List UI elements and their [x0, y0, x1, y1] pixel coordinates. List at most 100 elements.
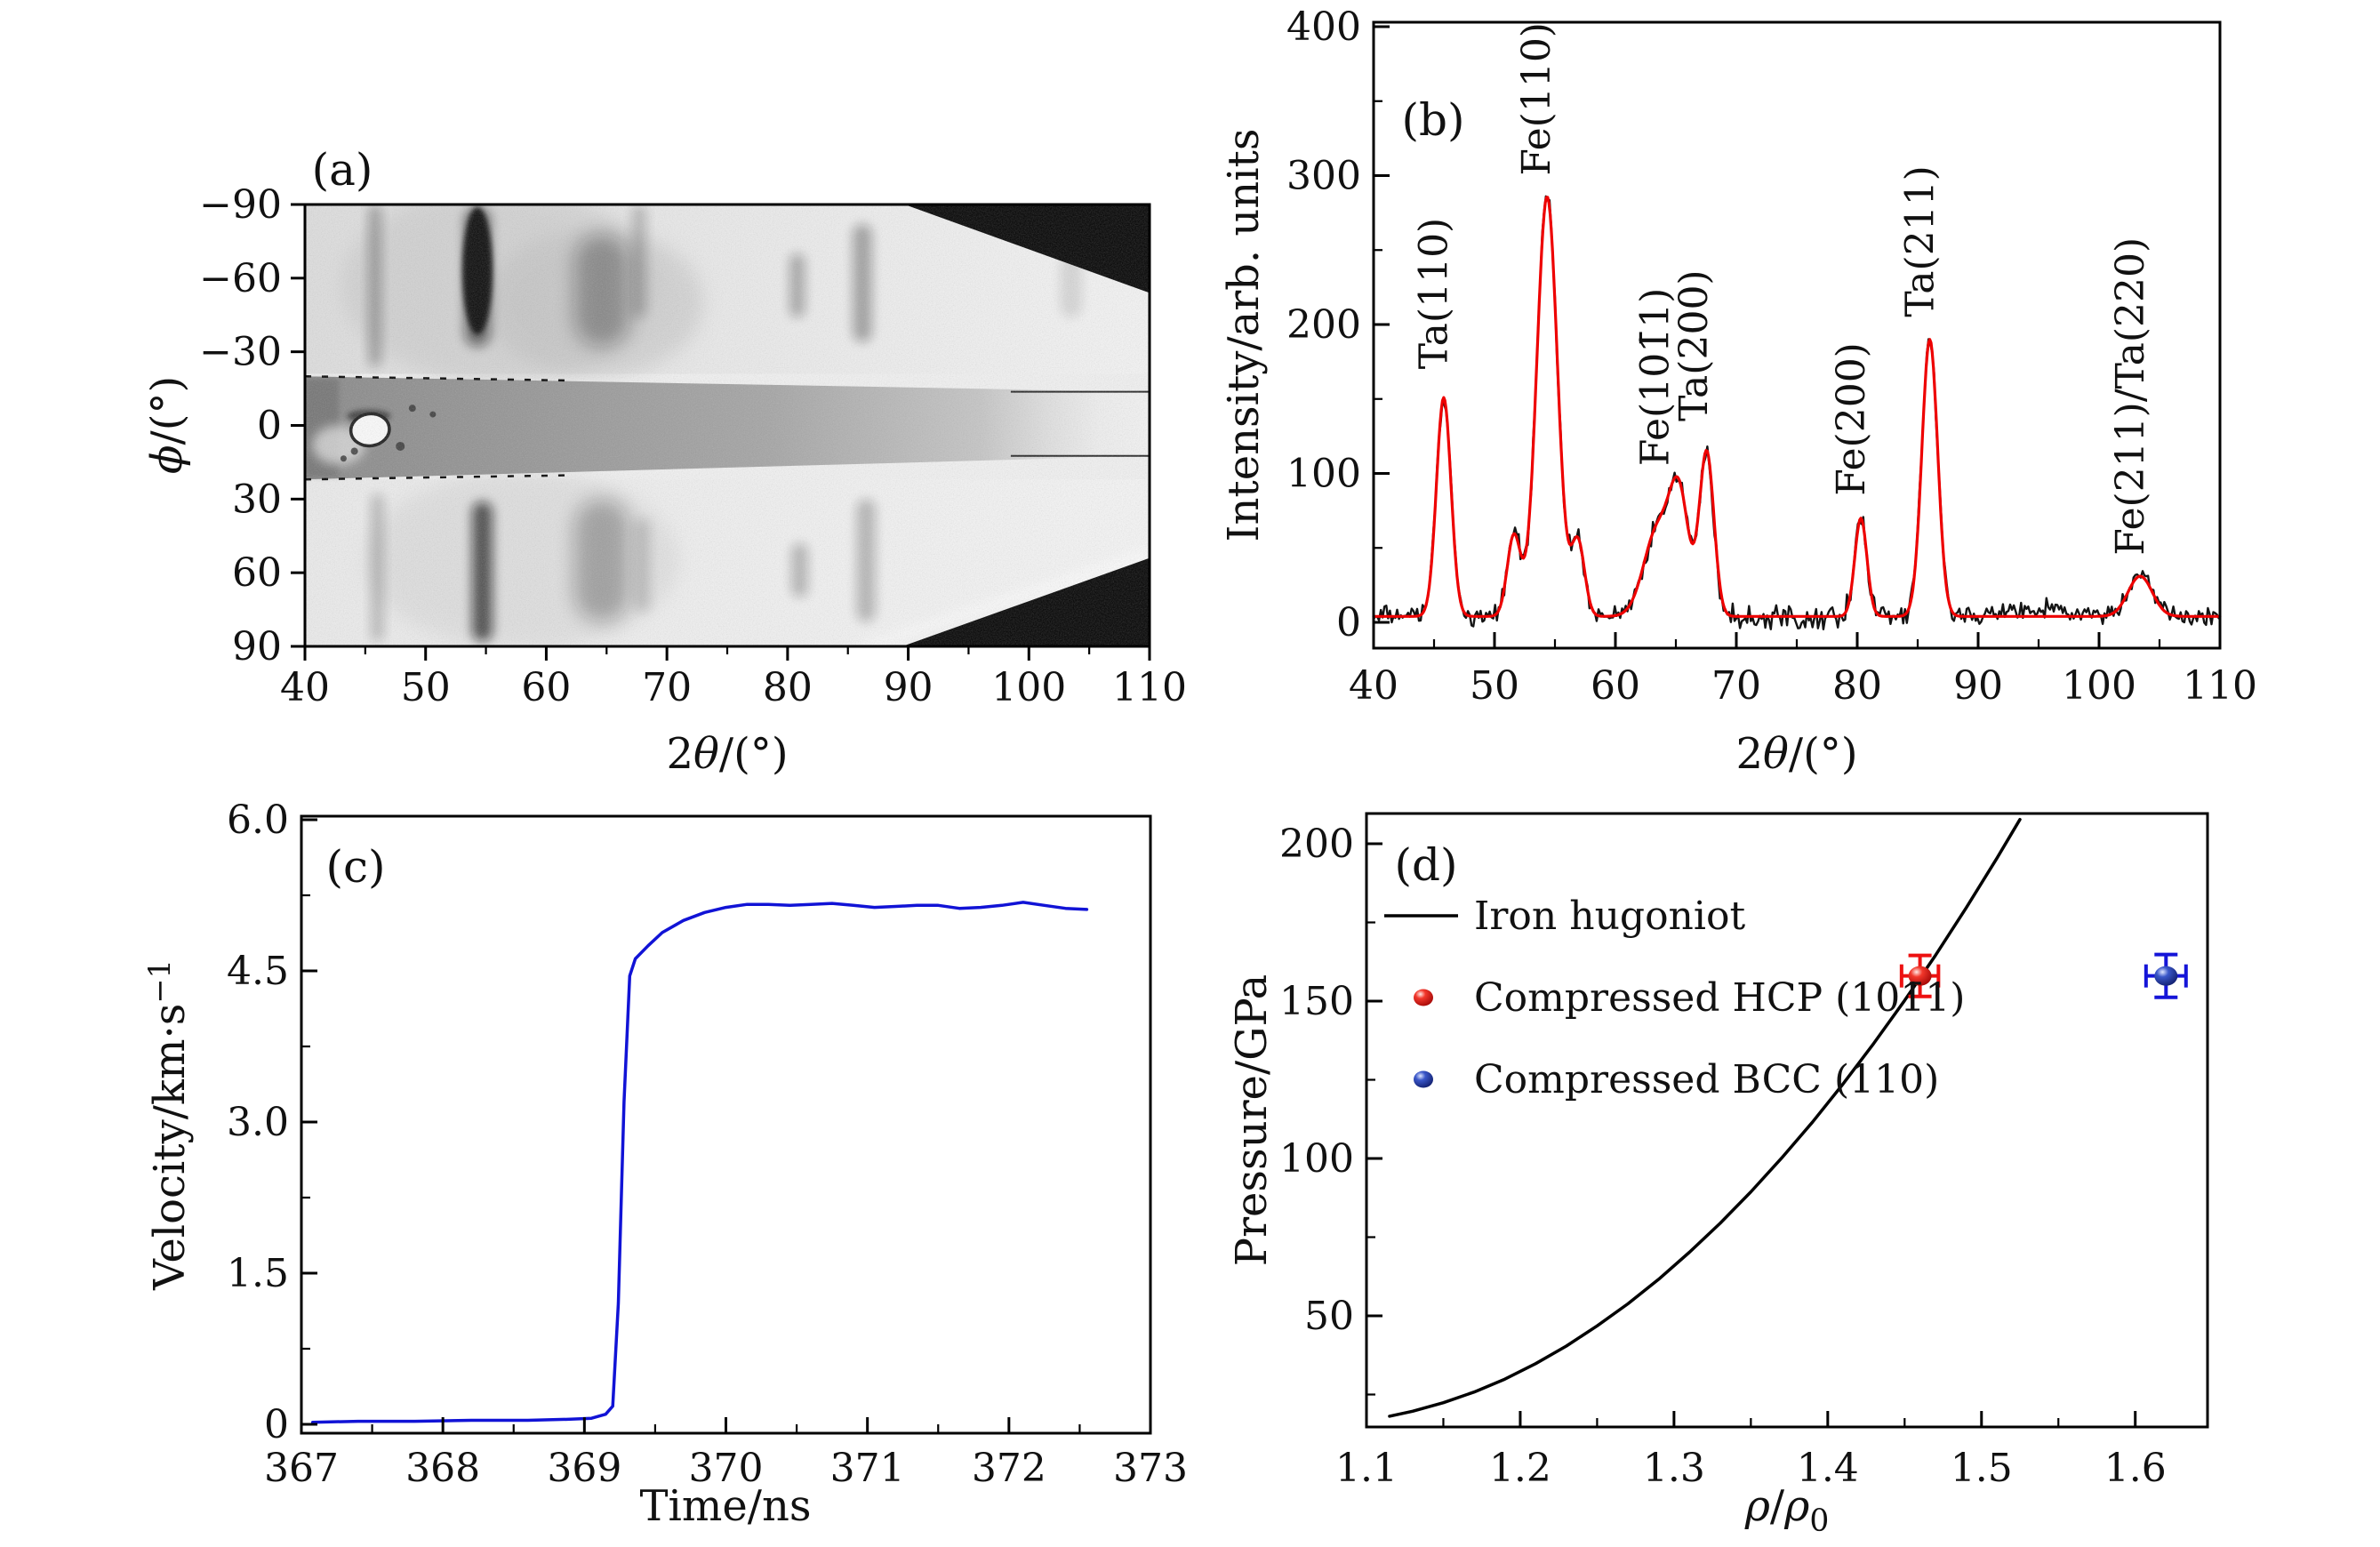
image-noise: [305, 204, 1150, 646]
x-tick-label: 1.2: [1489, 1446, 1551, 1491]
velocity-trace: [310, 901, 1089, 1424]
y-tick-label: 50: [1304, 1294, 1354, 1339]
tick-labels: 40 50 60 70 80 90 100 110 0 100 200 300 400: [1286, 4, 2257, 709]
detector-image: [305, 204, 1150, 646]
x-tick-label: 1.5: [1951, 1446, 2013, 1491]
x-tick-label: 60: [1591, 663, 1640, 709]
panel-d-hugoniot-plot: Iron hugoniot Compressed HCP (101̄1) Compr…: [1227, 812, 2209, 1539]
x-tick-label: 100: [991, 665, 1066, 710]
panel-tag: (b): [1401, 94, 1464, 146]
y-tick-label: 4.5: [227, 949, 289, 994]
plot-box: [1365, 812, 2209, 1429]
y-tick-label: 0: [257, 404, 282, 449]
x-tick-label: 70: [642, 665, 692, 710]
panel-tag: (a): [312, 144, 373, 196]
x-tick-label: 40: [280, 665, 330, 710]
legend-label: Iron hugoniot: [1474, 894, 1745, 939]
panel-tag: (d): [1394, 839, 1457, 891]
x-tick-label: 60: [521, 665, 571, 710]
ticks: [300, 818, 1152, 1433]
x-tick-label: 372: [972, 1446, 1046, 1491]
y-tick-label: 1.5: [227, 1251, 289, 1296]
hcp-data-point: [1899, 953, 1941, 998]
peak-label: Fe(200): [1829, 342, 1874, 495]
x-tick-label: 110: [1112, 665, 1187, 710]
x-tick-label: 80: [763, 665, 813, 710]
y-axis-title: Intensity/arb. units: [1219, 129, 1269, 542]
tick-labels: 367 368 369 370 371 372 373 0 1.5 3.0 4.5 6.0: [227, 798, 1188, 1491]
y-tick-label: −30: [199, 330, 282, 375]
x-tick-label: 371: [830, 1446, 905, 1491]
y-tick-label: 100: [1286, 452, 1361, 497]
x-tick-label: 100: [2062, 663, 2136, 709]
panel-b-xrd-pattern: Ta(110) Fe(110) Fe(101̄1)Ta(200) Fe(200) Ta(…: [1219, 4, 2257, 779]
legend-label: Compressed BCC (110): [1474, 1057, 1939, 1102]
panel-tag: (c): [325, 841, 385, 893]
peak-label: Ta(110): [1412, 218, 1457, 369]
x-tick-label: 367: [264, 1446, 339, 1491]
y-tick-label: 150: [1279, 979, 1354, 1024]
y-tick-label: 100: [1279, 1136, 1354, 1182]
peak-label: Fe(211)/Ta(220): [2108, 237, 2153, 556]
y-axis-title: Velocity/km·s−1: [142, 959, 195, 1291]
y-tick-label: −60: [199, 256, 282, 301]
legend: Iron hugoniot Compressed HCP (101̄1) Compr…: [1384, 894, 1965, 1102]
peak-label: Fe(110): [1514, 22, 1559, 175]
y-tick-label: 30: [232, 477, 282, 522]
ticks: [1365, 842, 2137, 1427]
xrd-data-curve: [1372, 195, 2220, 630]
x-tick-label: 90: [884, 665, 934, 710]
peak-label: Ta(211): [1897, 165, 1943, 317]
x-axis-title: 2θ/(°): [666, 729, 788, 779]
x-tick-label: 80: [1832, 663, 1882, 709]
y-tick-label: 200: [1286, 302, 1361, 348]
plot-box: [1372, 20, 2222, 650]
y-tick-label: 6.0: [227, 798, 289, 843]
y-tick-label: 300: [1286, 154, 1361, 199]
x-tick-label: 50: [1470, 663, 1519, 709]
x-tick-label: 110: [2183, 663, 2257, 709]
y-tick-label: 60: [232, 550, 282, 596]
legend-item: Compressed BCC (110): [1414, 1057, 1939, 1102]
panel-c-velocity-trace: 367 368 369 370 371 372 373 0 1.5 3.0 4.5 6.0 Time/n…: [142, 798, 1188, 1531]
ticks: [1372, 25, 2222, 648]
y-tick-label: 0: [264, 1402, 289, 1447]
x-tick-label: 368: [405, 1446, 480, 1491]
peak-label: Fe(101̄1): [1633, 288, 1679, 466]
y-axis-title: Pressure/GPa: [1227, 974, 1277, 1266]
y-tick-label: 90: [232, 624, 282, 669]
tick-labels: 1.1 1.2 1.3 1.4 1.5 1.6 50 100 150 200: [1279, 822, 2167, 1491]
x-tick-label: 1.1: [1335, 1446, 1398, 1491]
x-axis-title: ρ/ρ0: [1744, 1481, 1830, 1539]
x-axis-title: 2θ/(°): [1735, 729, 1857, 779]
legend-label: Compressed HCP (101̄1): [1474, 975, 1965, 1021]
legend-item: Compressed HCP (101̄1): [1414, 975, 1965, 1021]
x-tick-label: 370: [689, 1446, 764, 1491]
y-tick-label: −90: [199, 182, 282, 228]
peak-label: Ta(200): [1671, 269, 1717, 421]
x-tick-label: 369: [547, 1446, 621, 1491]
y-tick-label: 200: [1279, 822, 1354, 867]
bcc-data-point: [2144, 952, 2188, 999]
x-tick-label: 50: [401, 665, 451, 710]
tick-labels: 40 50 60 70 80 90 100 110 −90 −60 −30 0 30 60 90: [199, 182, 1187, 710]
x-tick-label: 70: [1711, 663, 1761, 709]
x-tick-label: 1.4: [1797, 1446, 1859, 1491]
x-tick-label: 373: [1113, 1446, 1188, 1491]
x-axis-title: Time/ns: [639, 1481, 811, 1531]
x-tick-label: 90: [1953, 663, 2003, 709]
panel-a-detector-image: 40 50 60 70 80 90 100 110 −90 −60 −30 0 30 60 90 2θ/(°)…: [142, 144, 1187, 779]
x-tick-label: 1.6: [2104, 1446, 2167, 1491]
x-tick-label: 1.3: [1643, 1446, 1705, 1491]
ticks: [291, 203, 1151, 661]
xrd-fit-curve: [1372, 196, 2222, 618]
y-tick-label: 3.0: [227, 1100, 289, 1145]
y-tick-label: 0: [1336, 600, 1361, 645]
y-axis-title: ϕ/(°): [142, 376, 192, 474]
legend-sphere-swatch: [1414, 989, 1433, 1006]
x-tick-label: 40: [1349, 663, 1398, 709]
legend-sphere-swatch: [1414, 1070, 1433, 1088]
legend-item: Iron hugoniot: [1384, 894, 1745, 939]
